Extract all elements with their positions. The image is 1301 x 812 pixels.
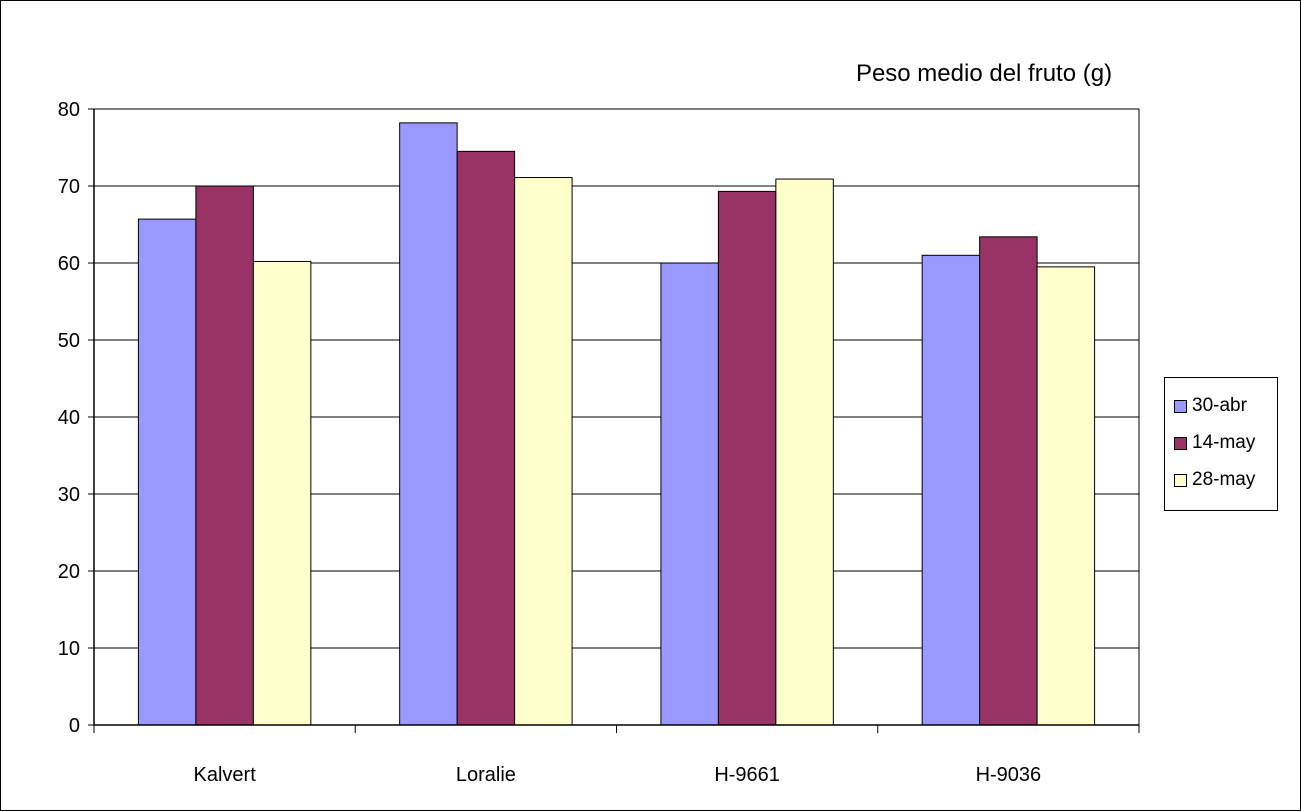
y-tick-label: 30 — [58, 484, 80, 506]
y-tick-label: 70 — [58, 176, 80, 198]
chart-title: Peso medio del fruto (g) — [856, 60, 1112, 87]
legend-item-14-may: 14-may — [1174, 431, 1255, 455]
bar-30-abr-Loralie — [399, 122, 458, 726]
bar-30-abr-Kalvert — [137, 218, 197, 726]
legend-item-30-abr: 30-abr — [1174, 394, 1247, 418]
legend-label: 30-abr — [1192, 395, 1247, 416]
y-tick-label: 10 — [58, 638, 80, 660]
bar-28-may-Loralie — [514, 177, 573, 726]
y-tick-label: 50 — [58, 330, 80, 352]
y-tick-label: 80 — [58, 99, 80, 121]
bar-28-may-H-9661 — [775, 178, 834, 726]
legend-swatch — [1174, 399, 1187, 413]
x-tick-label: Kalvert — [194, 764, 257, 786]
bar-14-may-H-9661 — [717, 190, 777, 726]
y-tick-label: 60 — [58, 253, 80, 275]
legend-label: 28-may — [1192, 469, 1256, 490]
legend-swatch — [1174, 473, 1187, 487]
bar-14-may-Loralie — [456, 150, 516, 726]
bar-30-abr-H-9661 — [660, 262, 719, 726]
y-tick-label: 0 — [69, 715, 80, 737]
legend: 30-abr 14-may 28-may — [1164, 377, 1278, 511]
y-tick-label: 20 — [58, 561, 80, 583]
bar-14-may-H-9036 — [979, 236, 1038, 726]
bar-14-may-Kalvert — [195, 185, 254, 726]
x-tick-label: Loralie — [456, 764, 516, 786]
bar-30-abr-H-9036 — [921, 254, 981, 726]
bar-28-may-Kalvert — [252, 260, 312, 726]
axes: 0 10 20 30 40 50 60 70 80 Kalvert Loralie H-9661 H-9… — [58, 99, 1140, 786]
legend-swatch — [1174, 436, 1187, 450]
legend-item-28-may: 28-may — [1174, 468, 1255, 492]
bars — [137, 122, 1096, 726]
x-tick-label: H-9661 — [714, 764, 780, 786]
y-tick-label: 40 — [58, 407, 80, 429]
legend-label: 14-may — [1192, 432, 1256, 453]
bar-28-may-H-9036 — [1036, 266, 1096, 726]
x-tick-label: H-9036 — [976, 764, 1042, 786]
